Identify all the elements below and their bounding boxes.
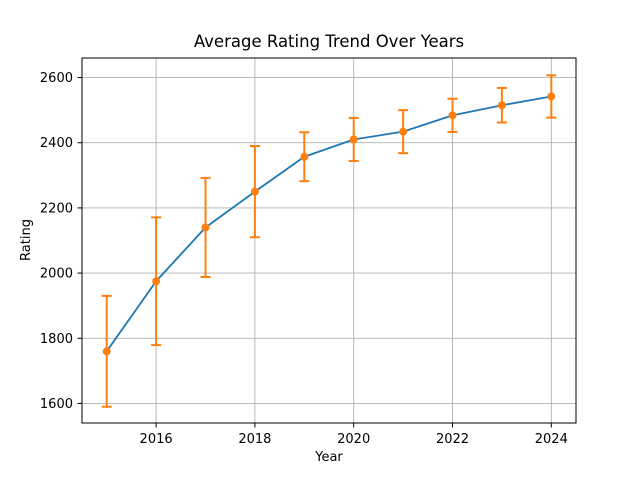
x-tick-label: 2018 bbox=[238, 432, 271, 447]
y-tick-label: 2600 bbox=[40, 71, 73, 86]
y-axis-label: Rating bbox=[19, 219, 34, 261]
y-tick-label: 1600 bbox=[40, 397, 73, 412]
data-point-marker bbox=[448, 111, 457, 120]
data-point-marker bbox=[349, 135, 358, 144]
plot-area: 2016 2018 2020 2022 2024 1600 1800 2000 2200 2400… bbox=[40, 57, 577, 447]
y-tick-label: 1800 bbox=[40, 332, 73, 347]
data-point-marker bbox=[497, 101, 506, 110]
data-point-marker bbox=[547, 92, 556, 101]
x-tick-label: 2020 bbox=[337, 432, 370, 447]
x-axis-label: Year bbox=[314, 450, 343, 465]
data-point-marker bbox=[399, 127, 408, 136]
data-point-marker bbox=[250, 187, 259, 196]
data-point-marker bbox=[152, 277, 161, 286]
y-tick-label: 2400 bbox=[40, 136, 73, 151]
data-point-marker bbox=[201, 223, 210, 232]
x-tick-label: 2016 bbox=[140, 432, 173, 447]
plot-border bbox=[81, 57, 577, 424]
y-tick-label: 2200 bbox=[40, 201, 73, 216]
x-tick-label: 2024 bbox=[535, 432, 568, 447]
data-point-marker bbox=[300, 152, 309, 161]
x-tick-label: 2022 bbox=[436, 432, 469, 447]
trend-line bbox=[105, 95, 553, 353]
chart-title: Average Rating Trend Over Years bbox=[194, 32, 464, 51]
y-tick-label: 2000 bbox=[40, 267, 73, 282]
data-point-marker bbox=[102, 347, 111, 356]
